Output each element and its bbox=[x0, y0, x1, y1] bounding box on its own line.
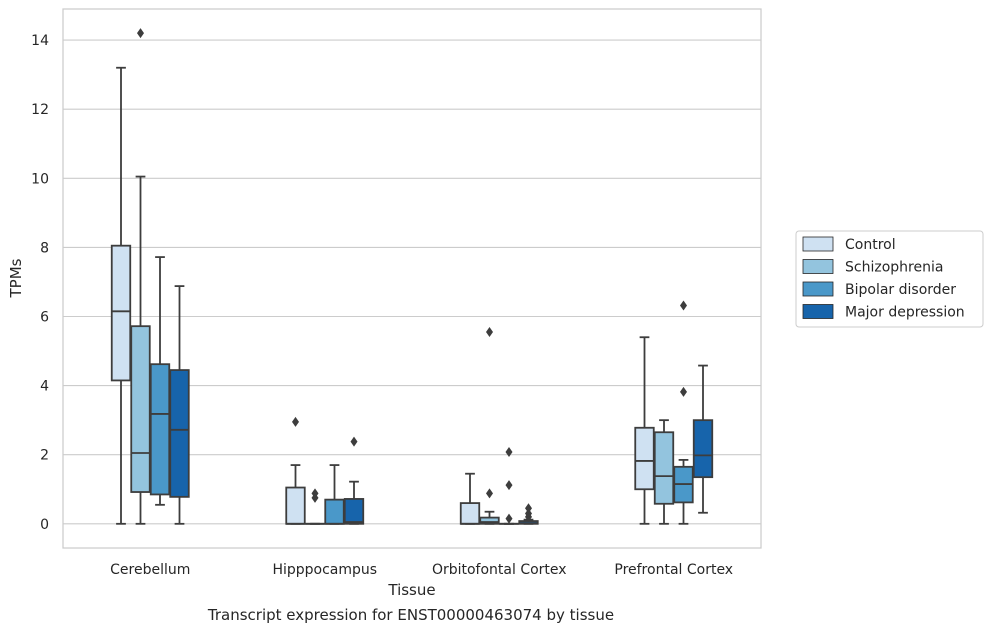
y-tick-label: 0 bbox=[40, 517, 49, 533]
box-bipolar-disorder bbox=[324, 464, 345, 525]
legend-label: Bipolar disorder bbox=[845, 282, 956, 298]
box-bipolar-disorder bbox=[498, 446, 520, 525]
chart-caption: Transcript expression for ENST0000046307… bbox=[207, 606, 615, 624]
y-tick-label: 12 bbox=[31, 102, 49, 118]
x-tick-label: Cerebellum bbox=[110, 562, 190, 578]
box-major-depression bbox=[169, 285, 190, 525]
box bbox=[692, 419, 714, 479]
outlier-point bbox=[505, 446, 513, 457]
outlier-point bbox=[680, 300, 687, 311]
plot-frame bbox=[62, 8, 762, 549]
box bbox=[634, 426, 655, 491]
legend-label: Major depression bbox=[845, 305, 965, 321]
y-tick-label: 10 bbox=[31, 171, 49, 187]
legend-swatch bbox=[802, 236, 834, 252]
legend: Control Schizophrenia Bipolar disorder Majo… bbox=[795, 230, 984, 328]
x-tick-label: Hipppocampus bbox=[272, 562, 377, 578]
outlier-point bbox=[350, 436, 358, 447]
box-control bbox=[634, 336, 655, 525]
outlier-point bbox=[311, 488, 319, 499]
legend-frame bbox=[795, 230, 984, 328]
box-major-depression bbox=[343, 436, 365, 525]
outlier-point bbox=[505, 513, 513, 524]
x-axis-label: Tissue bbox=[387, 581, 435, 599]
box bbox=[169, 369, 190, 498]
box-control bbox=[459, 472, 481, 525]
box-plot-layer bbox=[110, 28, 714, 525]
y-axis: 0 2 4 6 8 10 12 14 bbox=[31, 33, 49, 533]
y-tick-label: 2 bbox=[40, 448, 49, 464]
box-schizophrenia bbox=[479, 327, 500, 525]
box-bipolar-disorder bbox=[673, 300, 694, 525]
legend-label: Schizophrenia bbox=[845, 260, 943, 276]
box-bipolar-disorder bbox=[149, 256, 171, 506]
box bbox=[324, 498, 345, 525]
outlier-point bbox=[486, 488, 493, 499]
y-axis-label: TPMs bbox=[7, 258, 25, 298]
box-schizophrenia bbox=[653, 419, 675, 525]
outlier-point bbox=[486, 327, 493, 338]
y-tick-label: 14 bbox=[31, 33, 49, 49]
box-control bbox=[110, 66, 132, 525]
box-control bbox=[285, 416, 306, 525]
legend-swatch bbox=[802, 259, 834, 274]
y-tick-label: 6 bbox=[40, 310, 49, 326]
legend-label: Control bbox=[845, 237, 896, 253]
y-tick-label: 4 bbox=[40, 379, 49, 395]
box bbox=[653, 431, 675, 505]
box bbox=[285, 486, 306, 525]
outlier-point bbox=[505, 480, 513, 491]
x-tick-label: Orbitofontal Cortex bbox=[432, 562, 567, 578]
box-major-depression bbox=[692, 364, 714, 514]
chart-svg: 0 2 4 6 8 10 12 14 Cerebellum Hipppocampus Orbito… bbox=[7, 8, 984, 599]
box-major-depression bbox=[518, 503, 539, 525]
box bbox=[149, 363, 171, 496]
box bbox=[459, 502, 481, 525]
y-tick-label: 8 bbox=[40, 240, 49, 256]
legend-swatch bbox=[802, 281, 834, 297]
box bbox=[479, 516, 500, 525]
box bbox=[343, 498, 365, 525]
legend-swatch bbox=[802, 304, 834, 319]
x-axis: Cerebellum Hipppocampus Orbitofontal Corte… bbox=[110, 562, 733, 578]
box-schizophrenia bbox=[304, 488, 326, 525]
outlier-point bbox=[137, 28, 144, 39]
outlier-point bbox=[292, 416, 299, 427]
x-tick-label: Prefrontal Cortex bbox=[614, 562, 733, 578]
outlier-point bbox=[680, 386, 687, 397]
box-schizophrenia bbox=[130, 28, 151, 525]
box bbox=[110, 244, 132, 382]
outlier-point bbox=[525, 503, 532, 514]
box bbox=[130, 325, 151, 493]
outlier-point bbox=[525, 508, 532, 519]
